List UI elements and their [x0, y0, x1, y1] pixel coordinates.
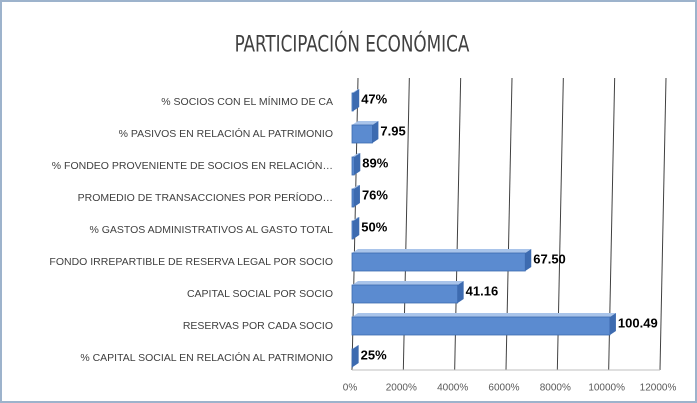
- bar: [351, 124, 373, 144]
- y-tick-label: FONDO IRREPARTIBLE DE RESERVA LEGAL POR …: [49, 256, 333, 268]
- bar: [351, 348, 354, 368]
- bar-side: [353, 185, 360, 207]
- y-tick-label: % PASIVOS EN RELACIÓN AL PATRIMONIO: [119, 127, 333, 140]
- bar-top: [352, 217, 360, 221]
- bar: [351, 284, 459, 304]
- data-label: 7.95: [380, 123, 405, 138]
- x-tick-label: 10000%: [588, 383, 625, 394]
- data-label: 41.16: [466, 283, 499, 298]
- bar-top: [352, 153, 361, 157]
- data-label: 50%: [361, 219, 387, 234]
- bar: [351, 252, 526, 272]
- bar-side: [353, 89, 360, 111]
- data-label: 67.50: [533, 251, 566, 266]
- data-label: 89%: [362, 155, 388, 170]
- bar-side: [372, 121, 379, 143]
- bar-top: [352, 249, 532, 253]
- bar-top: [352, 185, 360, 189]
- bar-top: [352, 345, 359, 349]
- y-tick-label: % FONDEO PROVENIENTE DE SOCIOS EN RELACI…: [52, 159, 333, 172]
- data-label: 76%: [362, 187, 388, 202]
- grid-line: [659, 77, 667, 371]
- y-tick-label: % GASTOS ADMINISTRATIVOS AL GASTO TOTAL: [89, 224, 333, 236]
- bar-top: [352, 281, 464, 285]
- bar-side: [457, 281, 464, 303]
- bar-top: [352, 313, 616, 317]
- bar-side: [354, 153, 361, 175]
- y-tick-label: % CAPITAL SOCIAL EN RELACIÓN AL PATRIMON…: [80, 351, 333, 364]
- bar: [351, 188, 355, 208]
- x-tick-label: 2000%: [386, 383, 417, 394]
- y-tick-label: RESERVAS POR CADA SOCIO: [183, 320, 333, 332]
- y-tick-label: CAPITAL SOCIAL POR SOCIO: [187, 288, 333, 300]
- bar: [351, 220, 354, 240]
- data-label: 25%: [361, 347, 387, 362]
- chart-title: PARTICIPACIÓN ECONÓMICA: [235, 30, 470, 57]
- bar: [351, 156, 355, 176]
- x-tick-label: 6000%: [488, 383, 519, 394]
- x-tick-label: 12000%: [640, 383, 677, 394]
- x-tick-label: 8000%: [540, 383, 571, 394]
- bar: [351, 316, 611, 336]
- bar-side: [353, 217, 360, 239]
- bar-top: [352, 89, 360, 93]
- x-tick-label: 4000%: [437, 383, 468, 394]
- bar-side: [609, 313, 616, 335]
- bar: [351, 92, 354, 112]
- bar-top: [352, 121, 379, 125]
- x-tick-label: 0%: [343, 383, 358, 394]
- bar-side: [525, 249, 532, 271]
- data-label: 47%: [361, 91, 387, 106]
- y-tick-label: PROMEDIO DE TRANSACCIONES POR PERÍODO…: [78, 191, 333, 204]
- data-label: 100.49: [618, 315, 658, 330]
- y-tick-label: % SOCIOS CON EL MÍNIMO DE CA: [161, 95, 333, 108]
- bar-side: [352, 345, 359, 367]
